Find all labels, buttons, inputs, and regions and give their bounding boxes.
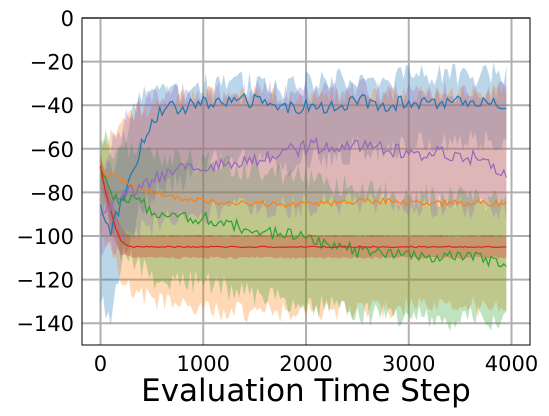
plot-frame (81, 17, 531, 346)
y-tick-label: −40 (30, 94, 74, 118)
y-tick-label: −60 (30, 138, 74, 162)
y-tick-label: 0 (61, 7, 74, 31)
x-tick-label: 3000 (382, 352, 435, 376)
confidence-bands (100, 61, 507, 331)
series-line-green (99, 166, 507, 268)
x-tick-label: 2000 (279, 352, 332, 376)
x-tick-label: 1000 (177, 352, 230, 376)
band-red (100, 156, 507, 260)
series-lines (99, 92, 507, 268)
band-green (100, 130, 507, 331)
band-purple (100, 78, 507, 257)
x-tick-label: 4000 (485, 352, 538, 376)
y-tick-label: −140 (16, 312, 74, 336)
x-axis-title: Evaluation Time Step (141, 373, 471, 409)
band-blue (100, 61, 507, 326)
series-line-orange (100, 168, 507, 209)
series-line-purple (100, 136, 507, 216)
x-tick-label: 0 (94, 352, 107, 376)
tick-labels: 0 1000 2000 3000 4000 0 −20 −40 −60 −80 −100 −120 −1… (16, 7, 538, 376)
y-tick-label: −120 (16, 269, 74, 293)
series-line-red (99, 165, 507, 249)
y-tick-label: −80 (30, 181, 74, 205)
y-tick-label: −100 (16, 225, 74, 249)
y-tick-label: −20 (30, 51, 74, 75)
series-line-blue (99, 92, 507, 236)
